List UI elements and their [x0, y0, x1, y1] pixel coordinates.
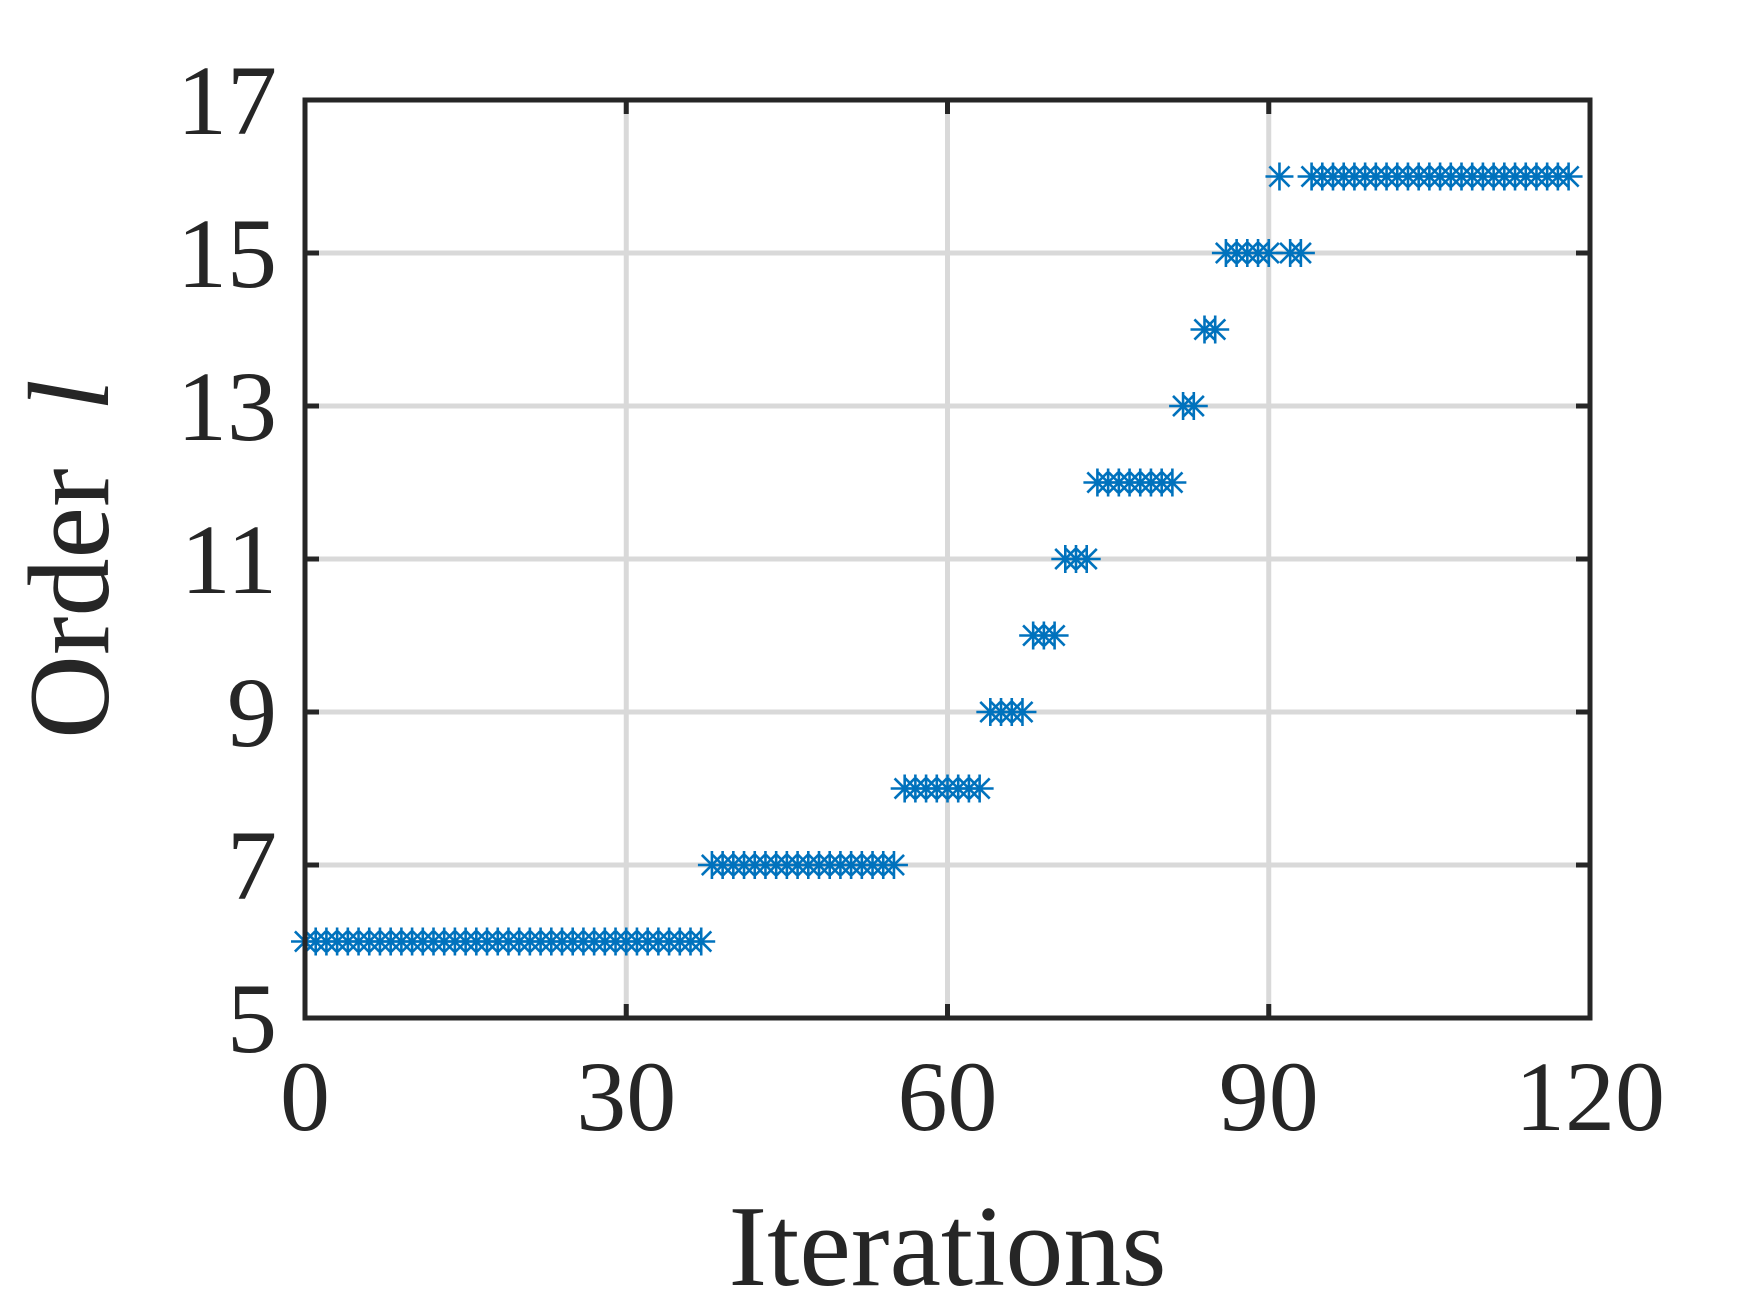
data-point: [1158, 468, 1187, 497]
x-axis-label: Iterations: [728, 1183, 1166, 1311]
data-point: [879, 851, 908, 879]
y-tick-label: 17: [177, 45, 277, 156]
data-point: [965, 774, 994, 803]
data-point: [1179, 392, 1208, 420]
data-point: [1072, 545, 1101, 573]
grid-layer: [305, 100, 1590, 1018]
y-tick-label: 9: [227, 657, 277, 768]
data-point: [1554, 162, 1583, 191]
x-tick-labels: 0 30 60 90 120: [280, 1041, 1665, 1152]
x-tick-label: 120: [1515, 1041, 1665, 1152]
y-tick-label: 5: [227, 963, 277, 1074]
y-axis-label-text: Order: [6, 468, 134, 739]
y-tick-label: 15: [177, 198, 277, 309]
data-point: [1008, 698, 1037, 726]
y-axis-label-variable: l: [6, 379, 134, 411]
x-tick-label: 0: [280, 1041, 330, 1152]
y-tick-label: 7: [227, 810, 277, 921]
y-tick-label: 13: [177, 351, 277, 462]
y-tick-labels: 5 7 9 11 13 15 17: [177, 45, 277, 1074]
data-points: [291, 162, 1583, 956]
data-point: [1265, 162, 1294, 191]
data-point: [1286, 239, 1315, 267]
x-tick-label: 90: [1219, 1041, 1319, 1152]
data-point: [687, 927, 716, 956]
y-axis-label: Order l: [6, 379, 134, 739]
data-point: [1040, 621, 1069, 650]
tick-marks: [302, 97, 1593, 1021]
x-tick-label: 30: [576, 1041, 676, 1152]
data-point: [1201, 315, 1230, 344]
y-tick-label: 11: [181, 504, 277, 615]
x-tick-label: 60: [898, 1041, 998, 1152]
